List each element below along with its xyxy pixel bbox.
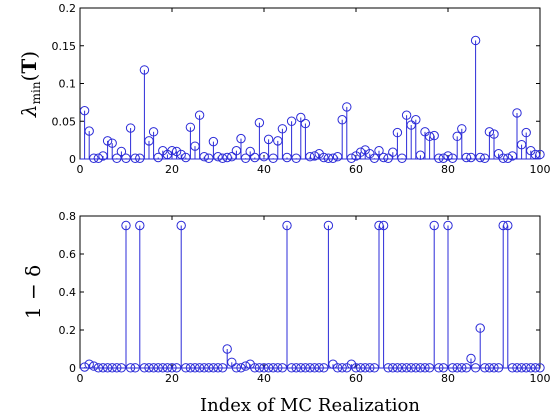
- top-stem-marker: [489, 129, 499, 139]
- bottom-x-tick-label: 40: [257, 372, 271, 385]
- bottom-stem-marker: [503, 220, 513, 231]
- top-stem-marker: [484, 127, 495, 137]
- top-stem-marker: [263, 134, 274, 145]
- top-stem-marker: [342, 102, 352, 112]
- bottom-stem-marker: [535, 363, 545, 373]
- top-stem-plot: 0 20 40 60 80 100 0 0.05 0.1 0.15 0.2 λmin(T): [17, 2, 551, 176]
- top-stem-marker: [378, 152, 389, 163]
- top-stem-marker: [286, 116, 297, 126]
- top-stem-marker: [148, 127, 159, 137]
- top-stem-marker: [213, 152, 223, 162]
- top-stem-marker: [194, 110, 205, 120]
- bottom-stem-marker: [466, 353, 476, 364]
- top-stem-marker: [236, 133, 246, 144]
- bottom-y-tick-label: 0.2: [59, 324, 77, 337]
- bottom-stem-marker: [378, 220, 389, 231]
- top-y-tick-label: 0.05: [52, 115, 77, 128]
- top-y-tick-label: 0.2: [59, 2, 77, 15]
- top-ylabel-arg: T: [17, 59, 41, 74]
- top-stem-marker: [176, 149, 186, 160]
- top-x-tick-label: 60: [349, 163, 363, 176]
- top-ylabel-sub: min: [29, 81, 43, 104]
- top-stem-marker: [512, 108, 522, 118]
- top-stem-marker: [167, 145, 177, 156]
- top-x-tick-label: 0: [77, 163, 84, 176]
- top-y-tick-label: 0: [69, 153, 76, 166]
- top-stem-marker: [208, 136, 219, 147]
- bottom-stem-marker: [84, 359, 94, 369]
- top-stem-marker: [475, 152, 485, 163]
- bottom-x-tick-label: 100: [530, 372, 551, 385]
- top-stem-marker: [296, 112, 306, 123]
- top-stem-marker: [139, 65, 150, 75]
- top-stem-marker: [125, 123, 136, 133]
- bottom-x-tick-label: 80: [441, 372, 455, 385]
- bottom-stem-marker: [227, 357, 237, 367]
- bottom-y-tick-label: 0.8: [59, 210, 77, 223]
- bottom-stem-marker: [176, 220, 186, 231]
- bottom-stem-marker: [282, 220, 292, 231]
- top-stem-marker: [254, 118, 265, 128]
- top-stem-marker: [521, 127, 531, 138]
- top-stem-marker: [319, 152, 329, 163]
- top-stem-marker: [300, 118, 311, 129]
- top-stem-marker: [171, 146, 182, 157]
- top-y-tick-label: 0.1: [59, 78, 77, 91]
- bottom-stem-marker: [475, 323, 485, 333]
- top-stem-marker: [401, 110, 412, 120]
- top-stem-marker: [392, 127, 403, 138]
- x-axis-label: Index of MC Realization: [200, 395, 420, 416]
- top-stem-marker: [470, 35, 481, 46]
- top-x-tick-label: 100: [530, 163, 551, 176]
- top-stem-marker: [107, 138, 117, 148]
- top-x-tick-label: 20: [165, 163, 179, 176]
- bottom-stem-marker: [443, 220, 453, 231]
- bottom-axis-ticks: 0 20 40 60 80 100 0 0.2 0.4 0.6 0.8: [59, 210, 551, 385]
- top-stem-marker: [185, 122, 196, 132]
- bottom-stem-plot: 0 20 40 60 80 100 0 0.2 0.4 0.6 0.8 1 − δ: [21, 210, 551, 385]
- bottom-stems: [79, 220, 545, 373]
- top-y-tick-label: 0.15: [52, 40, 77, 53]
- top-stem-marker: [245, 146, 255, 157]
- top-stem-marker: [443, 151, 453, 161]
- top-stem-marker: [116, 146, 127, 157]
- top-ylabel-paren-close: ): [17, 51, 41, 59]
- bottom-y-tick-label: 0: [69, 362, 76, 375]
- top-stem-marker: [535, 149, 545, 160]
- top-stem-marker: [79, 105, 90, 116]
- bottom-stem-marker: [429, 220, 439, 231]
- bottom-y-tick-label: 0.6: [59, 248, 77, 261]
- top-y-axis-label: λmin(T): [17, 51, 43, 118]
- top-stem-marker: [277, 124, 288, 134]
- bottom-stem-marker: [135, 220, 145, 231]
- bottom-y-tick-label: 0.4: [59, 286, 77, 299]
- top-stem-marker: [411, 115, 421, 125]
- bottom-stem-marker: [222, 344, 232, 354]
- top-stem-marker: [374, 145, 384, 156]
- bottom-x-tick-label: 60: [349, 372, 363, 385]
- bottom-axes-frame: [79, 215, 541, 369]
- top-stem-marker: [457, 124, 467, 134]
- bottom-x-tick-label: 0: [77, 372, 84, 385]
- top-ylabel-lambda: λ: [17, 104, 41, 118]
- bottom-stem-marker: [121, 220, 131, 231]
- bottom-x-tick-label: 20: [165, 372, 179, 385]
- top-ylabel-paren-open: (: [17, 74, 41, 82]
- top-x-tick-label: 80: [441, 163, 455, 176]
- top-stem-marker: [429, 130, 439, 141]
- bottom-y-axis-label: 1 − δ: [21, 265, 45, 319]
- top-stem-marker: [102, 136, 113, 146]
- top-x-tick-label: 40: [257, 163, 271, 176]
- bottom-stem-marker: [323, 220, 334, 231]
- top-stem-marker: [199, 152, 209, 162]
- top-stem-marker: [84, 126, 94, 136]
- top-stems: [79, 35, 545, 163]
- bottom-stem-marker: [240, 361, 251, 371]
- bottom-stem-marker: [89, 361, 99, 371]
